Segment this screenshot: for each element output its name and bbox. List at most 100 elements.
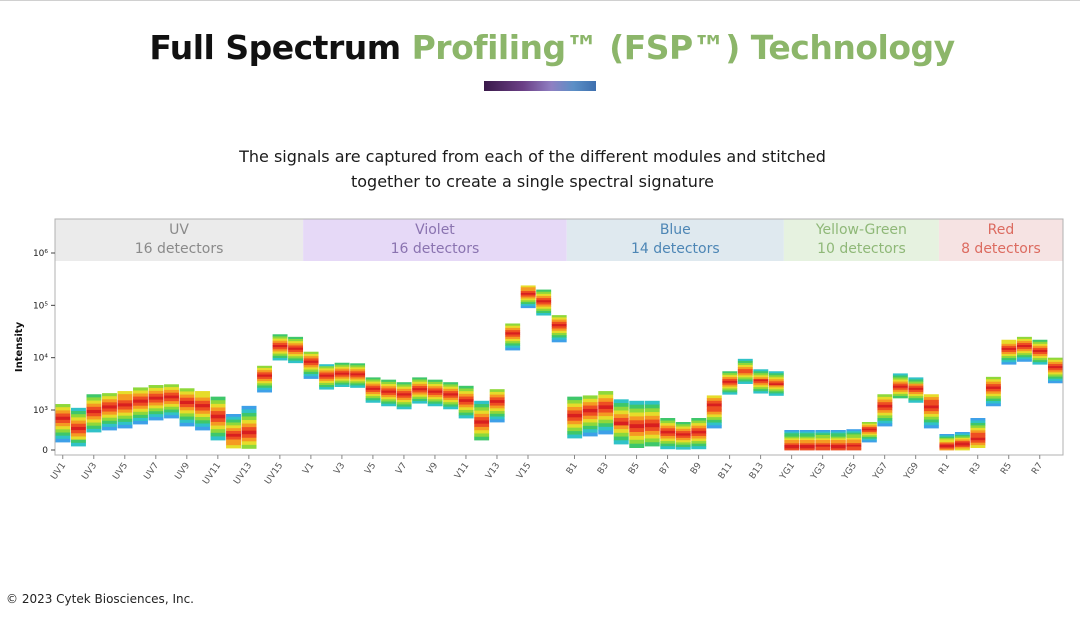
density-cell bbox=[722, 378, 738, 382]
detector-strip-V1 bbox=[303, 351, 319, 379]
density-cell bbox=[877, 420, 893, 424]
density-cell bbox=[660, 435, 676, 439]
density-cell bbox=[582, 419, 598, 423]
density-cell bbox=[675, 446, 691, 450]
density-cell bbox=[71, 430, 86, 434]
density-cell bbox=[970, 432, 986, 436]
detector-strip-R1 bbox=[939, 434, 955, 451]
density-cell bbox=[272, 349, 288, 352]
density-cell bbox=[892, 391, 908, 395]
density-cell bbox=[954, 444, 970, 446]
density-cell bbox=[1016, 342, 1032, 346]
density-cell bbox=[334, 368, 350, 372]
density-cell bbox=[458, 385, 474, 389]
density-cell bbox=[1016, 359, 1032, 362]
density-cell bbox=[784, 438, 800, 441]
density-cell bbox=[598, 391, 614, 396]
density-cell bbox=[520, 298, 536, 301]
density-cell bbox=[133, 387, 148, 391]
density-cell bbox=[691, 418, 707, 421]
density-cell bbox=[86, 409, 102, 414]
density-cell bbox=[536, 295, 552, 299]
density-cell bbox=[861, 435, 877, 438]
density-cell bbox=[396, 406, 412, 410]
density-cell bbox=[954, 435, 970, 437]
density-cell bbox=[567, 431, 583, 435]
detector-strip-B14 bbox=[768, 371, 784, 396]
density-cell bbox=[179, 388, 195, 392]
density-cell bbox=[846, 437, 862, 440]
density-cell bbox=[768, 383, 784, 386]
density-cell bbox=[226, 445, 241, 449]
density-cell bbox=[613, 440, 629, 445]
density-cell bbox=[334, 380, 350, 384]
density-cell bbox=[1001, 343, 1017, 347]
density-cell bbox=[412, 392, 428, 395]
density-cell bbox=[474, 413, 490, 418]
density-cell bbox=[505, 334, 521, 338]
density-cell bbox=[164, 409, 179, 413]
density-cell bbox=[846, 439, 862, 442]
title-part-2: Profiling™ (FSP™) Technology bbox=[411, 28, 956, 67]
density-cell bbox=[598, 419, 614, 424]
density-cell bbox=[1032, 349, 1048, 353]
density-cell bbox=[644, 423, 660, 428]
density-cell bbox=[148, 385, 164, 389]
density-cell bbox=[923, 397, 939, 401]
module-band-blue bbox=[566, 219, 784, 261]
density-cell bbox=[737, 365, 753, 368]
detector-strip-UV14 bbox=[257, 365, 273, 393]
density-cell bbox=[691, 423, 707, 427]
detector-strip-B11 bbox=[722, 371, 738, 395]
density-cell bbox=[164, 406, 179, 410]
density-cell bbox=[489, 408, 505, 412]
density-cell bbox=[195, 426, 210, 431]
density-cell bbox=[427, 388, 443, 391]
density-cell bbox=[381, 392, 397, 396]
density-cell bbox=[257, 389, 273, 393]
module-detectors-uv: 16 detectors bbox=[135, 241, 224, 257]
detector-strip-V7 bbox=[396, 382, 412, 410]
density-cell bbox=[195, 420, 210, 424]
density-cell bbox=[288, 356, 304, 359]
density-cell bbox=[722, 388, 738, 391]
density-cell bbox=[458, 401, 474, 405]
module-name-blue: Blue bbox=[660, 222, 691, 238]
density-cell bbox=[396, 391, 412, 394]
density-cell bbox=[195, 413, 210, 418]
density-cell bbox=[815, 435, 831, 438]
density-cell bbox=[923, 416, 939, 420]
density-cell bbox=[815, 443, 831, 446]
density-cell bbox=[505, 343, 521, 346]
x-tick-label-UV13: UV13 bbox=[232, 461, 254, 487]
density-cell bbox=[861, 430, 877, 433]
density-cell bbox=[117, 406, 133, 410]
density-cell bbox=[195, 400, 210, 405]
density-cell bbox=[985, 379, 1001, 383]
density-cell bbox=[427, 392, 443, 396]
density-cell bbox=[644, 430, 660, 436]
detector-strip-YG8 bbox=[892, 373, 908, 399]
density-cell bbox=[427, 379, 443, 383]
density-cell bbox=[489, 405, 505, 409]
density-cell bbox=[923, 413, 939, 418]
density-cell bbox=[71, 423, 86, 428]
density-cell bbox=[226, 442, 241, 446]
density-cell bbox=[520, 289, 536, 292]
density-cell bbox=[334, 384, 350, 387]
density-cell bbox=[443, 397, 459, 401]
density-cell bbox=[117, 403, 133, 407]
density-cell bbox=[799, 438, 815, 441]
density-cell bbox=[365, 377, 381, 380]
density-cell bbox=[877, 407, 893, 411]
density-cell bbox=[675, 422, 691, 425]
density-cell bbox=[474, 426, 490, 431]
density-cell bbox=[412, 379, 428, 383]
x-tick-label-B13: B13 bbox=[748, 461, 766, 481]
density-cell bbox=[241, 430, 257, 435]
density-cell bbox=[164, 412, 179, 416]
density-cell bbox=[985, 384, 1001, 387]
density-cell bbox=[55, 429, 71, 433]
density-cell bbox=[55, 426, 71, 430]
density-cell bbox=[350, 369, 366, 372]
